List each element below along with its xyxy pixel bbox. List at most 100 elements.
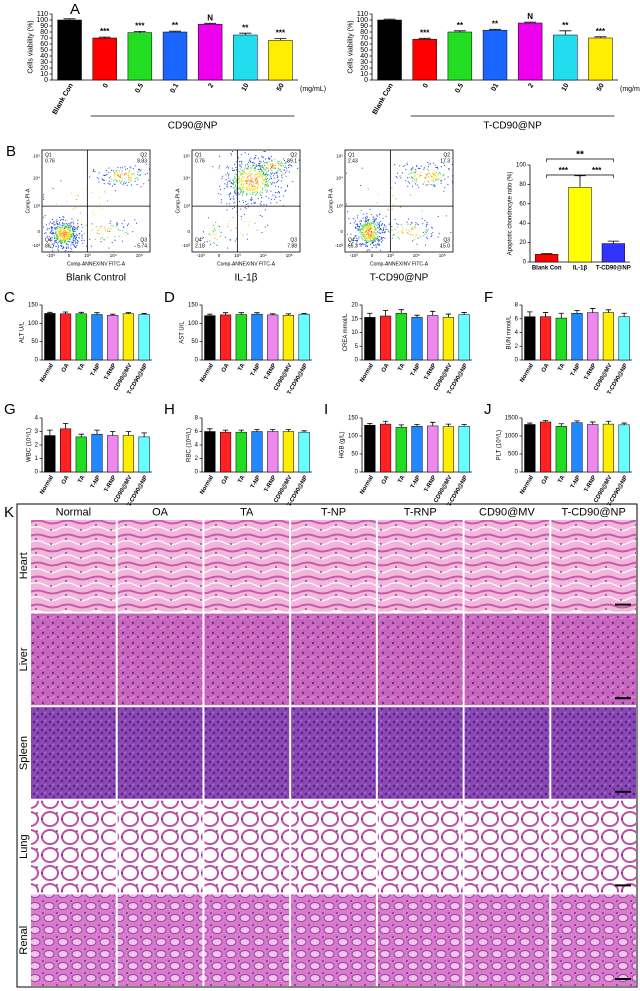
event-dot [125, 173, 127, 175]
event-dot [241, 183, 243, 185]
event-dot [370, 214, 372, 216]
event-dot [359, 230, 361, 232]
event-dot [412, 177, 414, 179]
event-dot [250, 179, 252, 181]
event-dot [250, 199, 252, 201]
event-dot [242, 234, 244, 236]
event-dot [365, 227, 367, 229]
event-dot [98, 178, 100, 180]
event-dot [47, 227, 49, 229]
event-dot [245, 180, 247, 182]
event-dot [58, 229, 60, 231]
event-dot [246, 192, 248, 194]
event-dot [118, 175, 120, 177]
event-dot [43, 196, 45, 198]
event-dot [357, 215, 359, 217]
event-dot [65, 238, 67, 240]
event-dot [60, 235, 62, 237]
event-dot [425, 176, 427, 178]
x-tick-label: 10⁵ [439, 253, 446, 258]
event-dot [255, 178, 257, 180]
event-dot [230, 192, 232, 194]
event-dot [100, 225, 102, 227]
event-dot [73, 236, 75, 238]
event-dot [234, 184, 236, 186]
event-dot [368, 235, 370, 237]
event-dot [360, 224, 362, 226]
event-dot [267, 170, 269, 172]
bar [379, 315, 392, 361]
event-dot [137, 173, 139, 175]
event-dot [372, 235, 374, 237]
event-dot [72, 241, 74, 243]
event-dot [370, 235, 372, 237]
event-dot [57, 232, 59, 234]
bar [298, 313, 310, 361]
event-dot [369, 240, 371, 242]
event-dot [362, 229, 364, 231]
histology-image [464, 520, 550, 612]
event-dot [266, 180, 268, 182]
histology-image [377, 800, 463, 893]
event-dot [365, 245, 367, 247]
event-dot [230, 185, 232, 187]
event-dot [367, 188, 369, 190]
event-dot [260, 201, 262, 203]
error-bar [169, 30, 181, 32]
event-dot [381, 223, 383, 225]
event-dot [148, 179, 150, 181]
event-dot [252, 189, 254, 191]
event-dot [122, 167, 124, 169]
event-dot [373, 219, 375, 221]
y-tick-label: 500 [508, 452, 519, 458]
event-dot [372, 221, 374, 223]
error-bar [63, 18, 76, 20]
event-dot [82, 242, 84, 244]
event-dot [208, 233, 210, 235]
event-dot [374, 225, 376, 227]
event-dot [134, 165, 136, 167]
significance: ** [242, 23, 249, 32]
event-dot [51, 236, 53, 238]
event-dot [396, 226, 398, 228]
event-dot [367, 225, 369, 227]
y-tick-label: 10 [351, 330, 358, 336]
event-dot [64, 225, 66, 227]
bar [587, 424, 599, 473]
event-dot [229, 239, 231, 241]
event-dot [381, 224, 383, 226]
event-dot [430, 179, 432, 181]
event-dot [370, 237, 372, 239]
event-dot [249, 198, 251, 200]
event-dot [114, 179, 116, 181]
event-dot [98, 233, 100, 235]
event-dot [435, 179, 437, 181]
event-dot [239, 188, 241, 190]
error-bar [238, 429, 244, 433]
event-dot [367, 225, 369, 227]
event-dot [242, 176, 244, 178]
event-dot [258, 176, 260, 178]
error-bar [594, 36, 607, 38]
x-tick-label: Blank Con [52, 82, 75, 115]
event-dot [245, 189, 247, 191]
event-dot [71, 235, 73, 237]
event-dot [226, 203, 228, 205]
event-dot [367, 228, 369, 230]
event-dot [66, 224, 68, 226]
histology-image [31, 520, 116, 612]
event-dot [63, 226, 65, 228]
event-dot [213, 233, 215, 235]
event-dot [252, 190, 254, 192]
error-bar [239, 32, 252, 35]
event-dot [257, 190, 259, 192]
event-dot [145, 163, 147, 165]
event-dot [230, 198, 232, 200]
event-dot [62, 236, 64, 238]
event-dot [49, 232, 51, 234]
event-dot [74, 246, 76, 248]
x-tick-label: 0 [102, 82, 110, 89]
event-dot [83, 239, 85, 241]
event-dot [357, 240, 359, 242]
event-dot [272, 194, 274, 196]
